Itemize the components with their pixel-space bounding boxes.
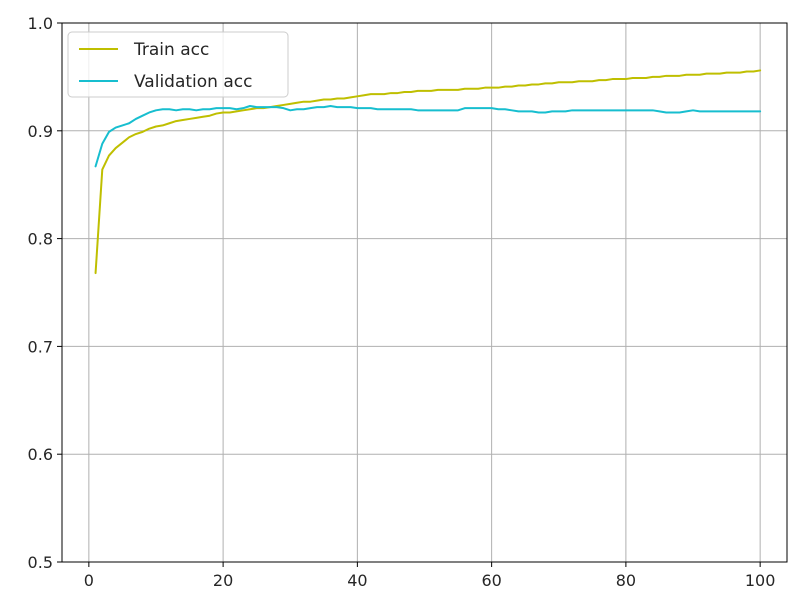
series-lines: [94, 69, 762, 275]
legend: Train acc Validation acc: [67, 31, 289, 98]
x-tick-label: 100: [745, 571, 776, 590]
y-tick-label: 0.8: [28, 230, 53, 249]
x-tick-label: 0: [84, 571, 94, 590]
y-axis-ticks: 0.5 0.6 0.7 0.8 0.9 1.0: [28, 14, 62, 572]
legend-label-train-acc: Train acc: [133, 40, 209, 60]
y-tick-label: 0.7: [28, 337, 53, 356]
x-tick-label: 40: [347, 571, 367, 590]
x-tick-label: 80: [616, 571, 636, 590]
y-tick-label: 0.5: [28, 553, 53, 572]
grid-lines: [62, 22, 787, 563]
plot-frame: [61, 22, 788, 563]
x-axis-ticks: 0 20 40 60 80 100: [84, 562, 776, 590]
y-tick-label: 0.6: [28, 445, 53, 464]
legend-box: [67, 31, 289, 98]
y-tick-label: 1.0: [28, 14, 53, 33]
series-line-train-acc: [94, 69, 762, 275]
y-tick-label: 0.9: [28, 122, 53, 141]
series-line-validation-acc: [94, 105, 762, 168]
legend-label-validation-acc: Validation acc: [134, 72, 252, 92]
x-tick-label: 60: [481, 571, 501, 590]
x-tick-label: 20: [213, 571, 233, 590]
